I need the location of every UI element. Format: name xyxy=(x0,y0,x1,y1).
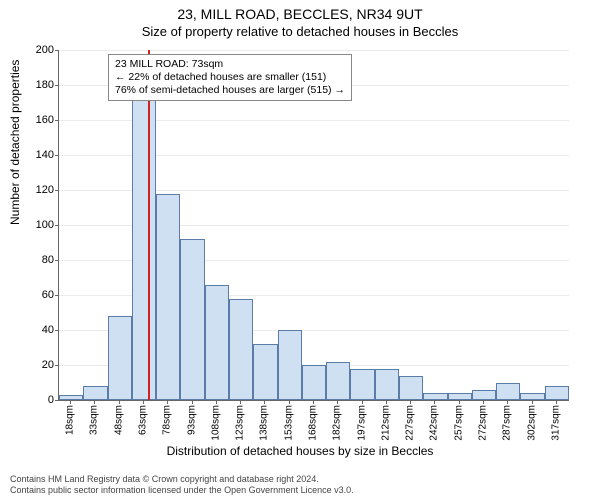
footer-attribution: Contains HM Land Registry data © Crown c… xyxy=(10,474,354,497)
histogram-bar xyxy=(253,344,277,400)
histogram-bar xyxy=(326,362,350,401)
histogram-bar xyxy=(278,330,302,400)
histogram-bar xyxy=(132,99,156,400)
x-tick-mark xyxy=(167,400,168,404)
x-tick-mark xyxy=(556,400,557,404)
y-tick-label: 120 xyxy=(24,184,54,196)
page-title: 23, MILL ROAD, BECCLES, NR34 9UT xyxy=(0,0,600,22)
x-tick-label: 212sqm xyxy=(380,405,391,441)
x-tick-mark xyxy=(192,400,193,404)
chart-area: 23 MILL ROAD: 73sqm ← 22% of detached ho… xyxy=(58,50,568,400)
histogram-bar xyxy=(448,393,472,400)
y-tick-label: 160 xyxy=(24,114,54,126)
histogram-bar xyxy=(472,390,496,401)
x-tick-label: 63sqm xyxy=(138,405,149,435)
chart-subtitle: Size of property relative to detached ho… xyxy=(0,22,600,39)
x-tick-mark xyxy=(143,400,144,404)
x-tick-mark xyxy=(119,400,120,404)
x-tick-label: 272sqm xyxy=(478,405,489,441)
annotation-line1: 23 MILL ROAD: 73sqm xyxy=(115,58,345,71)
x-tick-mark xyxy=(532,400,533,404)
x-tick-mark xyxy=(386,400,387,404)
y-tick-label: 100 xyxy=(24,219,54,231)
footer-line1: Contains HM Land Registry data © Crown c… xyxy=(10,474,354,485)
histogram-bar xyxy=(229,299,253,401)
x-tick-label: 227sqm xyxy=(405,405,416,441)
gridline xyxy=(59,50,569,51)
histogram-bar xyxy=(350,369,374,401)
histogram-bar xyxy=(520,393,544,400)
histogram-bar xyxy=(302,365,326,400)
y-tick-mark xyxy=(55,400,59,401)
x-tick-mark xyxy=(483,400,484,404)
histogram-bar xyxy=(496,383,520,401)
histogram-bar xyxy=(156,194,180,401)
histogram-bar xyxy=(423,393,447,400)
histogram-bar xyxy=(180,239,204,400)
y-tick-label: 60 xyxy=(24,289,54,301)
x-tick-mark xyxy=(507,400,508,404)
x-tick-label: 78sqm xyxy=(162,405,173,435)
x-tick-mark xyxy=(240,400,241,404)
x-tick-label: 138sqm xyxy=(259,405,270,441)
x-tick-label: 317sqm xyxy=(550,405,561,441)
y-tick-label: 40 xyxy=(24,324,54,336)
x-tick-label: 257sqm xyxy=(453,405,464,441)
histogram-bar xyxy=(545,386,569,400)
x-tick-mark xyxy=(410,400,411,404)
x-tick-mark xyxy=(337,400,338,404)
annotation-box: 23 MILL ROAD: 73sqm ← 22% of detached ho… xyxy=(108,54,352,101)
x-tick-mark xyxy=(362,400,363,404)
x-tick-label: 93sqm xyxy=(186,405,197,435)
x-tick-mark xyxy=(70,400,71,404)
x-tick-mark xyxy=(264,400,265,404)
y-tick-label: 140 xyxy=(24,149,54,161)
x-tick-label: 33sqm xyxy=(89,405,100,435)
x-tick-label: 242sqm xyxy=(429,405,440,441)
x-tick-label: 108sqm xyxy=(210,405,221,441)
x-tick-label: 197sqm xyxy=(356,405,367,441)
histogram-bar xyxy=(399,376,423,401)
y-tick-label: 20 xyxy=(24,359,54,371)
histogram-bar xyxy=(83,386,107,400)
histogram-bar xyxy=(108,316,132,400)
y-tick-label: 80 xyxy=(24,254,54,266)
y-tick-label: 180 xyxy=(24,79,54,91)
plot-region xyxy=(58,50,569,401)
histogram-bar xyxy=(59,395,83,400)
x-tick-label: 123sqm xyxy=(235,405,246,441)
y-tick-label: 200 xyxy=(24,44,54,56)
histogram-bar xyxy=(375,369,399,401)
x-tick-mark xyxy=(94,400,95,404)
annotation-line3: 76% of semi-detached houses are larger (… xyxy=(115,84,345,97)
x-tick-mark xyxy=(459,400,460,404)
x-tick-label: 287sqm xyxy=(502,405,513,441)
x-tick-mark xyxy=(289,400,290,404)
y-axis-label: Number of detached properties xyxy=(8,60,22,225)
histogram-bar xyxy=(205,285,229,401)
x-tick-label: 168sqm xyxy=(308,405,319,441)
x-tick-mark xyxy=(313,400,314,404)
x-tick-label: 302sqm xyxy=(526,405,537,441)
footer-line2: Contains public sector information licen… xyxy=(10,485,354,496)
x-axis-label: Distribution of detached houses by size … xyxy=(0,444,600,458)
reference-line xyxy=(148,50,150,400)
x-tick-mark xyxy=(216,400,217,404)
x-tick-label: 18sqm xyxy=(65,405,76,435)
x-tick-label: 153sqm xyxy=(283,405,294,441)
x-tick-mark xyxy=(434,400,435,404)
x-tick-label: 182sqm xyxy=(332,405,343,441)
y-tick-label: 0 xyxy=(24,394,54,406)
x-tick-label: 48sqm xyxy=(113,405,124,435)
annotation-line2: ← 22% of detached houses are smaller (15… xyxy=(115,71,345,84)
